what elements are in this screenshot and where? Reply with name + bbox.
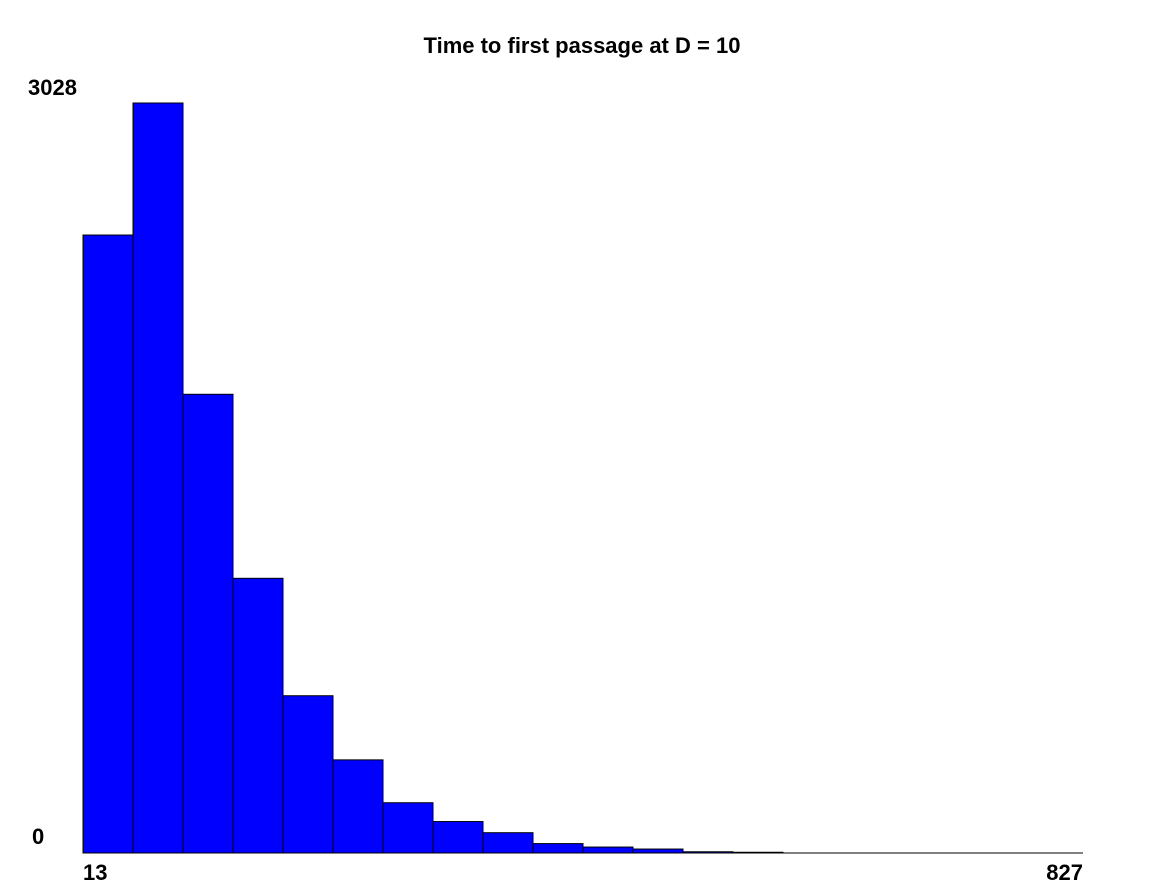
histogram-bar: [182, 393, 234, 854]
histogram-bar: [532, 843, 584, 854]
chart-title: Time to first passage at D = 10: [424, 33, 741, 58]
histogram-bar: [632, 848, 684, 854]
y-min-label: 0: [32, 824, 44, 849]
histogram-bar: [482, 832, 534, 854]
y-max-label: 3028: [28, 75, 77, 100]
histogram-bar: [432, 821, 484, 854]
histogram-bar: [332, 759, 384, 854]
histogram-bar: [282, 695, 334, 854]
x-max-label: 827: [1046, 860, 1083, 885]
histogram-bar: [232, 577, 284, 854]
histogram-bar: [382, 802, 434, 854]
x-min-label: 13: [83, 860, 107, 885]
bars-group: [82, 102, 784, 854]
histogram-bar: [82, 234, 134, 854]
histogram-bar: [582, 846, 634, 854]
histogram-bar: [132, 102, 184, 854]
